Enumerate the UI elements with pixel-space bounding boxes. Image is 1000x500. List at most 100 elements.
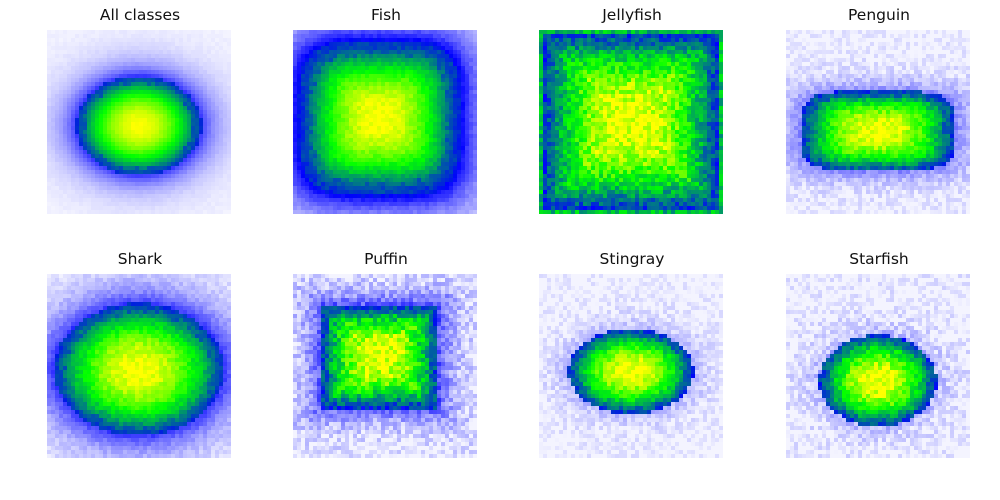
heatmap-cell [167, 74, 172, 79]
heatmap-cell [369, 62, 374, 67]
heatmap-cell [127, 142, 132, 147]
heatmap-cell [393, 66, 398, 71]
heatmap-cell [91, 54, 96, 59]
heatmap-cell [539, 50, 544, 55]
heatmap-cell [341, 186, 346, 191]
heatmap-cell [595, 46, 600, 51]
heatmap-cell [95, 50, 100, 55]
heatmap-cell [357, 70, 362, 75]
heatmap-cell [219, 46, 224, 51]
heatmap-cell [223, 122, 228, 127]
heatmap-cell [417, 198, 422, 203]
heatmap-cell [203, 50, 208, 55]
heatmap-cell [393, 82, 398, 87]
heatmap-cell [473, 166, 477, 171]
heatmap-cell [671, 54, 676, 59]
heatmap-cell [591, 42, 596, 47]
heatmap-cell [135, 198, 140, 203]
heatmap-cell [103, 102, 108, 107]
heatmap-cell [369, 46, 374, 51]
heatmap-cell [675, 54, 680, 59]
heatmap-cell [389, 126, 394, 131]
heatmap-cell [179, 82, 184, 87]
heatmap-cell [413, 102, 418, 107]
heatmap-cell [309, 114, 314, 119]
heatmap-cell [345, 150, 350, 155]
heatmap-cell [111, 50, 116, 55]
heatmap-cell [361, 186, 366, 191]
heatmap-cell [393, 166, 398, 171]
heatmap-cell [215, 38, 220, 43]
heatmap-cell [651, 54, 656, 59]
heatmap-cell [83, 50, 88, 55]
heatmap-cell [345, 106, 350, 111]
heatmap-cell [79, 30, 84, 35]
heatmap-cell [195, 186, 200, 191]
heatmap-cell [147, 194, 152, 199]
heatmap-cell [679, 46, 684, 51]
heatmap-cell [127, 46, 132, 51]
heatmap-cell [111, 54, 116, 59]
heatmap-cell [155, 30, 160, 35]
heatmap-cell [131, 122, 136, 127]
heatmap-cell [711, 42, 716, 47]
heatmap-cell [203, 114, 208, 119]
heatmap-cell [51, 42, 56, 47]
heatmap-cell [123, 74, 128, 79]
heatmap-cell [127, 42, 132, 47]
heatmap-cell [437, 166, 442, 171]
heatmap-cell [563, 70, 568, 75]
heatmap-cell [325, 170, 330, 175]
heatmap-cell [591, 82, 596, 87]
heatmap-cell [473, 118, 477, 123]
heatmap-cell [155, 102, 160, 107]
heatmap-cell [47, 98, 52, 103]
heatmap-cell [457, 90, 462, 95]
heatmap-cell [135, 194, 140, 199]
heatmap-cell [381, 54, 386, 59]
heatmap-cell [59, 74, 64, 79]
heatmap-cell [175, 174, 180, 179]
heatmap-cell [187, 66, 192, 71]
heatmap-cell [91, 102, 96, 107]
heatmap-cell [195, 58, 200, 63]
heatmap-cell [171, 178, 176, 183]
heatmap-cell [413, 114, 418, 119]
heatmap-cell [309, 70, 314, 75]
heatmap-cell [107, 102, 112, 107]
heatmap-cell [115, 202, 120, 207]
heatmap-cell [55, 42, 60, 47]
heatmap-cell [337, 182, 342, 187]
heatmap-cell [301, 118, 306, 123]
heatmap-cell [353, 86, 358, 91]
heatmap-cell [143, 174, 148, 179]
heatmap-cell [671, 50, 676, 55]
heatmap-cell [333, 114, 338, 119]
heatmap-cell [99, 70, 104, 75]
heatmap-cell [401, 90, 406, 95]
heatmap-cell [211, 42, 216, 47]
heatmap-cell [171, 90, 176, 95]
heatmap-cell [397, 174, 402, 179]
heatmap-cell [115, 134, 120, 139]
heatmap-cell [325, 206, 330, 211]
heatmap-cell [465, 206, 470, 211]
heatmap-cell [381, 178, 386, 183]
heatmap-cell [357, 166, 362, 171]
heatmap-cell [413, 158, 418, 163]
heatmap-cell [199, 210, 204, 214]
heatmap-cell [297, 42, 302, 47]
heatmap-cell [381, 30, 386, 35]
heatmap-cell [59, 210, 64, 214]
heatmap-cell [119, 54, 124, 59]
heatmap-cell [167, 30, 172, 35]
heatmap-cell [67, 42, 72, 47]
heatmap-cell [547, 46, 552, 51]
heatmap-cell [313, 42, 318, 47]
heatmap-cell [695, 66, 700, 71]
heatmap-cell [127, 114, 132, 119]
heatmap-cell [425, 170, 430, 175]
heatmap-cell [437, 206, 442, 211]
heatmap-cell [63, 54, 68, 59]
heatmap-cell [195, 90, 200, 95]
